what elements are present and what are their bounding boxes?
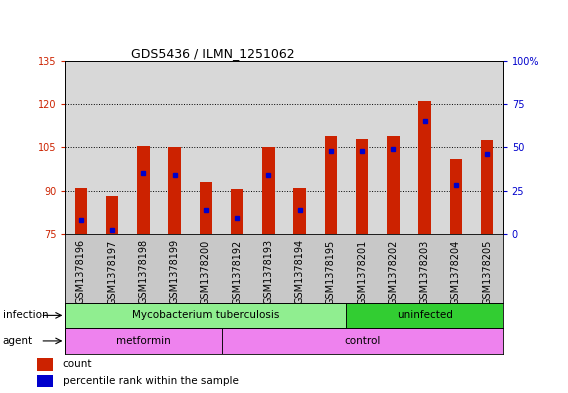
Bar <box>222 328 503 354</box>
Text: GSM1378195: GSM1378195 <box>326 239 336 305</box>
Bar <box>481 140 494 234</box>
Bar <box>231 189 243 234</box>
Text: metformin: metformin <box>116 336 171 346</box>
Text: GSM1378198: GSM1378198 <box>139 239 148 305</box>
Text: GSM1378200: GSM1378200 <box>201 239 211 305</box>
Bar <box>418 101 431 234</box>
Bar <box>200 182 212 234</box>
Text: GSM1378201: GSM1378201 <box>357 239 367 305</box>
Bar <box>106 196 119 234</box>
Text: GSM1378197: GSM1378197 <box>107 239 117 305</box>
Text: GSM1378205: GSM1378205 <box>482 239 492 305</box>
Bar <box>137 146 150 234</box>
Text: agent: agent <box>3 336 33 346</box>
Text: uninfected: uninfected <box>396 310 453 320</box>
Bar <box>450 159 462 234</box>
Bar <box>65 303 346 328</box>
Bar <box>294 188 306 234</box>
Text: infection: infection <box>3 310 48 320</box>
Bar <box>325 136 337 234</box>
Text: GSM1378203: GSM1378203 <box>420 239 429 305</box>
Text: GSM1378193: GSM1378193 <box>264 239 273 305</box>
Text: GSM1378199: GSM1378199 <box>170 239 179 305</box>
Text: GDS5436 / ILMN_1251062: GDS5436 / ILMN_1251062 <box>131 47 295 60</box>
Bar <box>346 303 503 328</box>
Text: count: count <box>62 359 92 369</box>
Bar <box>37 358 53 371</box>
Bar <box>37 375 53 387</box>
Text: percentile rank within the sample: percentile rank within the sample <box>62 376 239 386</box>
Text: GSM1378204: GSM1378204 <box>451 239 461 305</box>
Text: GSM1378194: GSM1378194 <box>295 239 304 305</box>
Text: control: control <box>344 336 381 346</box>
Bar <box>356 139 369 234</box>
Bar <box>169 147 181 234</box>
Text: GSM1378192: GSM1378192 <box>232 239 242 305</box>
Bar <box>387 136 400 234</box>
Text: Mycobacterium tuberculosis: Mycobacterium tuberculosis <box>132 310 279 320</box>
Bar <box>262 147 275 234</box>
Bar <box>65 328 222 354</box>
Text: GSM1378196: GSM1378196 <box>76 239 86 305</box>
Text: GSM1378202: GSM1378202 <box>389 239 398 305</box>
Bar <box>75 188 87 234</box>
